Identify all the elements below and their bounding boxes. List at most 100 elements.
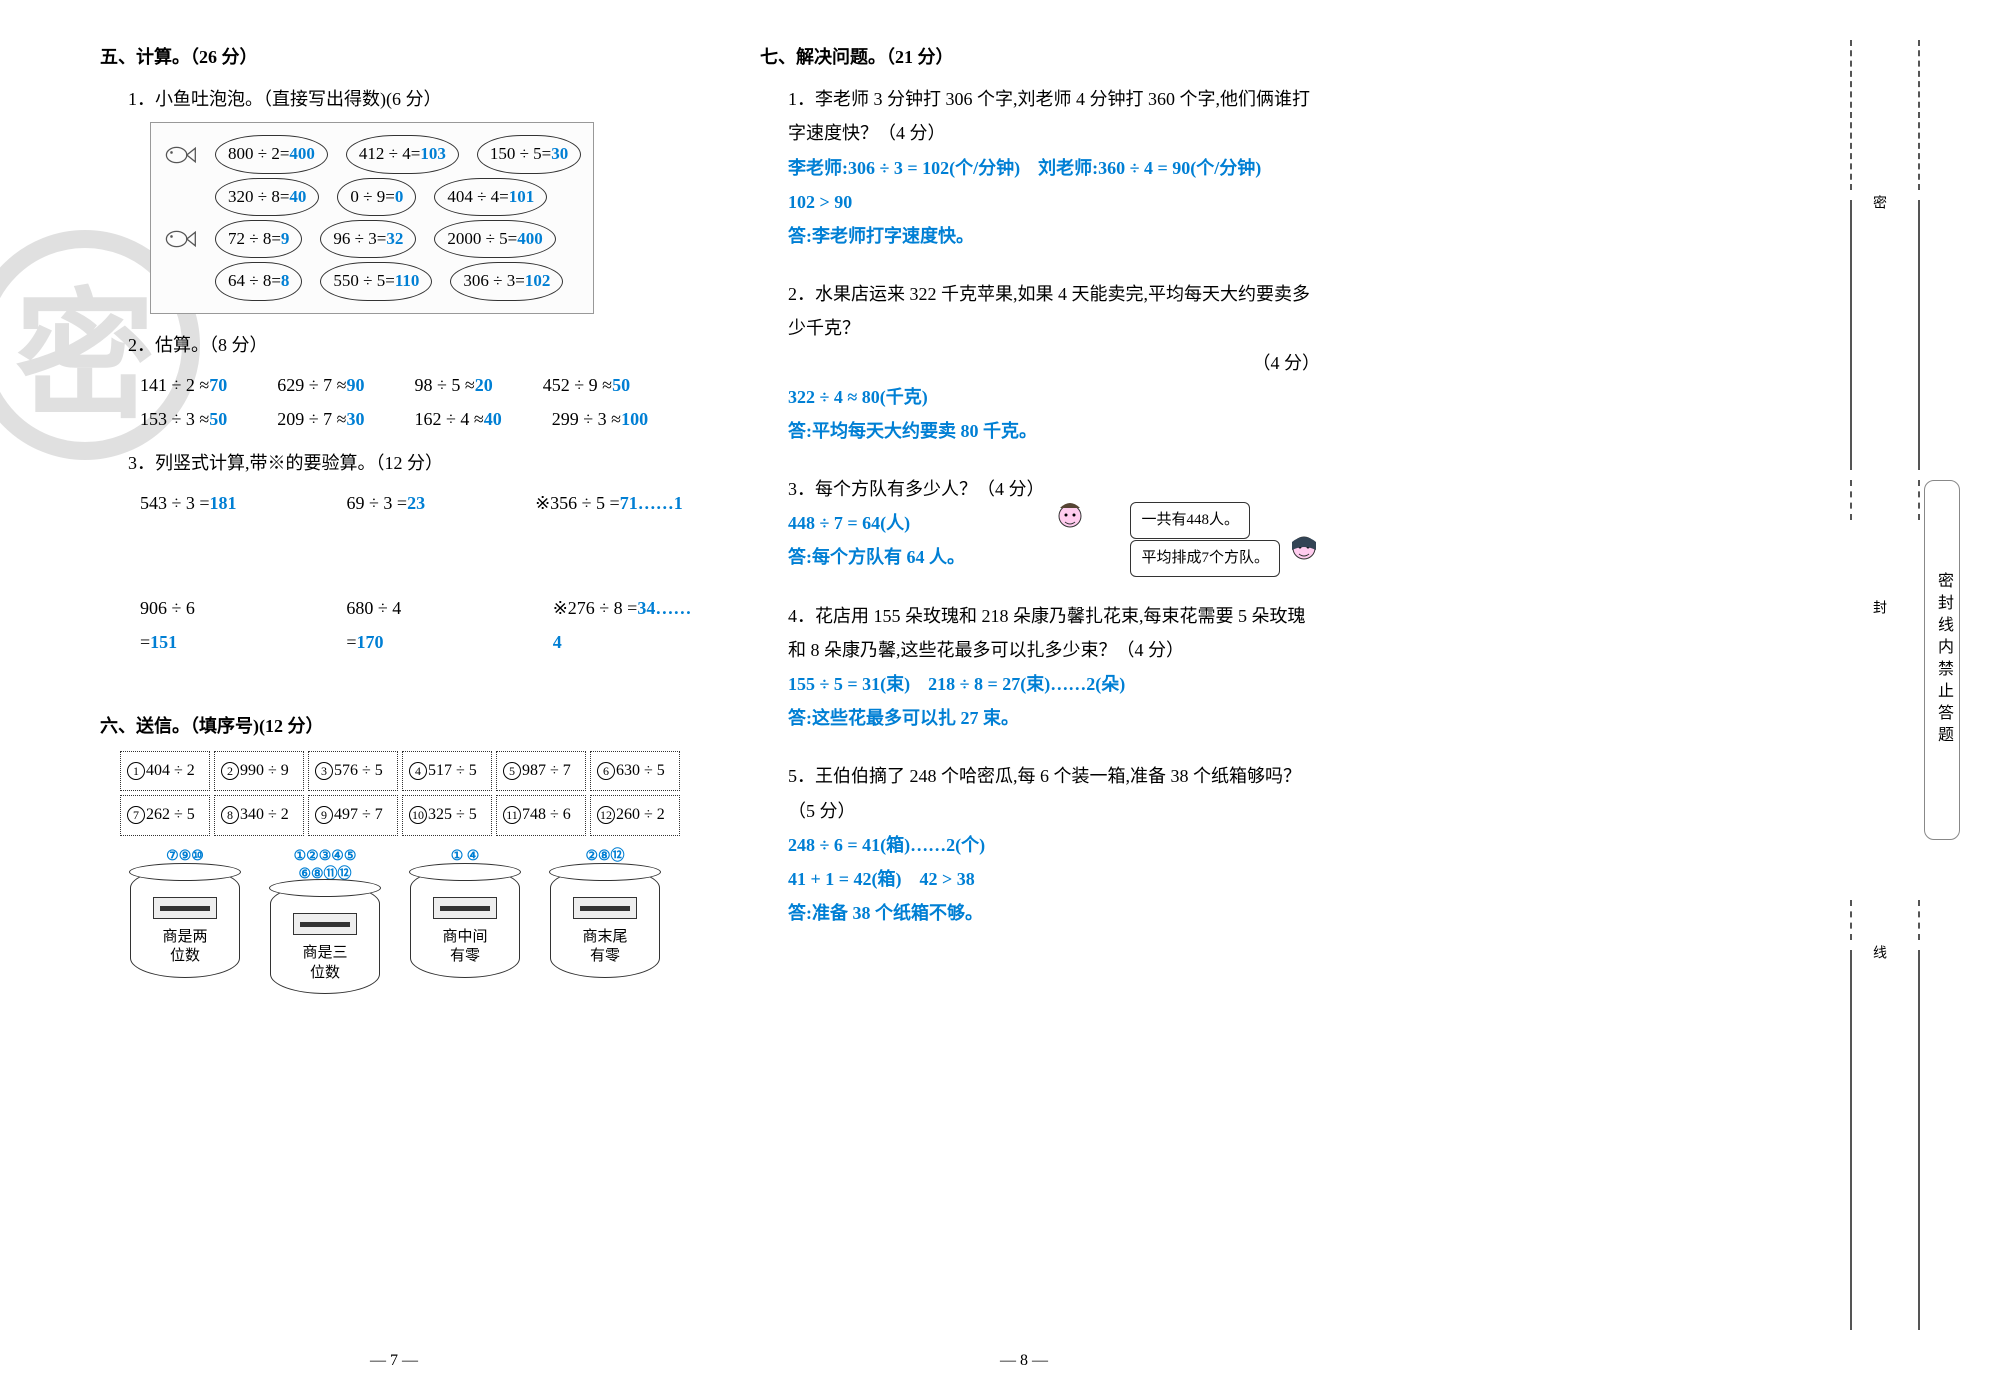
mailbox-lid (409, 863, 521, 881)
bubble-row: 64 ÷ 8=8 550 ÷ 5=110 306 ÷ 3=102 (163, 262, 581, 300)
ans: 9 (281, 229, 290, 248)
mailbox: ⑦⑨⑩商是两位数 (130, 848, 240, 994)
section-6-title: 六、送信。（填序号)(12 分） (100, 709, 700, 743)
letter-cell: 3576 ÷ 5 (308, 751, 398, 791)
q-text: 5．王伯伯摘了 248 个哈密瓜,每 6 个装一箱,准备 38 个纸箱够吗？（5… (788, 759, 1320, 827)
expr: 629 ÷ 7 ≈ (277, 375, 346, 395)
q5-2-title: 2．估算。（8 分） (128, 328, 700, 362)
mailbox: ②⑧⑫商末尾有零 (550, 848, 660, 994)
problem-4: 4．花店用 155 朵玫瑰和 218 朵康乃馨扎花束,每束花需要 5 朵玫瑰和 … (760, 599, 1320, 736)
bubble-cell: 0 ÷ 9=0 (337, 178, 416, 216)
spacer (163, 269, 197, 293)
answer-line: 322 ÷ 4 ≈ 80(千克) (788, 380, 1320, 414)
ans: 181 (210, 493, 237, 513)
mailbox: ① ④商中间有零 (410, 848, 520, 994)
answer-line: 41 + 1 = 42(箱) 42 > 38 (788, 862, 1320, 896)
expr: 0 ÷ 9= (350, 187, 394, 206)
expr: 72 ÷ 8= (228, 229, 281, 248)
expr: 299 ÷ 3 ≈ (552, 409, 621, 429)
mailbox-body: 商中间有零 (410, 868, 520, 978)
v-item: 906 ÷ 6 =151 (140, 591, 236, 659)
answer-line: 248 ÷ 6 = 41(箱)……2(个) (788, 828, 1320, 862)
fish-icon (163, 227, 197, 251)
vert-row-2: 906 ÷ 6 =151 680 ÷ 4 =170 ※276 ÷ 8 =34……… (140, 591, 700, 659)
ans: 71……1 (620, 493, 683, 513)
mailbox-slot (573, 897, 638, 919)
problem-2: 2．水果店运来 322 千克苹果,如果 4 天能卖完,平均每天大约要卖多少千克？… (760, 277, 1320, 448)
mailbox: ①②③④⑤⑥⑧⑪⑫商是三位数 (270, 848, 380, 994)
bubble-cell: 404 ÷ 4=101 (434, 178, 547, 216)
expr: 550 ÷ 5= (333, 271, 394, 290)
ans: 400 (517, 229, 543, 248)
answer-line: 李老师:306 ÷ 3 = 102(个/分钟) 刘老师:360 ÷ 4 = 90… (788, 151, 1320, 185)
q-text: 1．李老师 3 分钟打 306 个字,刘老师 4 分钟打 360 个字,他们俩谁… (788, 82, 1320, 150)
mailbox-label: 商中间有零 (411, 928, 519, 967)
ans: 23 (407, 493, 425, 513)
final-answer: 答:每个方队有 64 人。 (788, 547, 965, 567)
est-item: 141 ÷ 2 ≈70 (140, 368, 227, 402)
mailbox-lid (129, 863, 241, 881)
q5-1-title: 1．小鱼吐泡泡。（直接写出得数)(6 分） (128, 82, 700, 116)
est-item: 629 ÷ 7 ≈90 (277, 368, 364, 402)
seal-xian: 线 (1868, 945, 1888, 959)
ans: 70 (209, 375, 227, 395)
expr: 153 ÷ 3 ≈ (140, 409, 209, 429)
mailbox-body: 商末尾有零 (550, 868, 660, 978)
expr: 98 ÷ 5 ≈ (415, 375, 475, 395)
bubble-row: 72 ÷ 8=9 96 ÷ 3=32 2000 ÷ 5=400 (163, 220, 581, 258)
bubble-grid: 800 ÷ 2=400 412 ÷ 4=103 150 ÷ 5=30 320 ÷… (150, 122, 594, 313)
est-item: 452 ÷ 9 ≈50 (543, 368, 630, 402)
expr: 141 ÷ 2 ≈ (140, 375, 209, 395)
mailboxes: ⑦⑨⑩商是两位数 ①②③④⑤⑥⑧⑪⑫商是三位数 ① ④商中间有零 ②⑧⑫商末尾有零 (130, 848, 700, 994)
est-item: 153 ÷ 3 ≈50 (140, 402, 227, 436)
ans: 40 (484, 409, 502, 429)
ans: 151 (150, 632, 177, 652)
letter-grid: 1404 ÷ 22990 ÷ 93576 ÷ 54517 ÷ 55987 ÷ 7… (120, 751, 680, 836)
ans: 20 (475, 375, 493, 395)
bubble-cell: 96 ÷ 3=32 (320, 220, 416, 258)
expr: 69 ÷ 3 = (347, 493, 408, 513)
expr: 96 ÷ 3= (333, 229, 386, 248)
letter-cell: 11748 ÷ 6 (496, 795, 586, 835)
mailbox-lid (549, 863, 661, 881)
final-answer: 答:平均每天大约要卖 80 千克。 (788, 421, 1037, 441)
section-7-title: 七、解决问题。（21 分） (760, 40, 1320, 74)
final-answer: 答:准备 38 个纸箱不够。 (788, 903, 983, 923)
expr: 209 ÷ 7 ≈ (277, 409, 346, 429)
expr: 412 ÷ 4= (359, 144, 420, 163)
mailbox-slot (153, 897, 218, 919)
ans: 50 (209, 409, 227, 429)
letter-cell: 9497 ÷ 7 (308, 795, 398, 835)
ans: 0 (395, 187, 404, 206)
mailbox-lid (269, 879, 381, 897)
letter-cell: 10325 ÷ 5 (402, 795, 492, 835)
expr: 2000 ÷ 5= (447, 229, 517, 248)
expr: 150 ÷ 5= (490, 144, 551, 163)
speech-bubble-1: 一共有448人。 (1130, 502, 1250, 539)
bubble-cell: 64 ÷ 8=8 (215, 262, 302, 300)
mailbox-body: 商是两位数 (130, 868, 240, 978)
letter-cell: 4517 ÷ 5 (402, 751, 492, 791)
expr: 320 ÷ 8= (228, 187, 289, 206)
ans: 32 (386, 229, 403, 248)
section-5-title: 五、计算。（26 分） (100, 40, 700, 74)
ans: 110 (395, 271, 420, 290)
q5-3-title: 3．列竖式计算,带※的要验算。（12 分） (128, 446, 700, 480)
spacer (163, 185, 197, 209)
expr: 162 ÷ 4 ≈ (415, 409, 484, 429)
q-text: 4．花店用 155 朵玫瑰和 218 朵康乃馨扎花束,每束花需要 5 朵玫瑰和 … (788, 599, 1320, 667)
binding-tab: 密封线内禁止答题 (1924, 480, 1960, 840)
q-text: 2．水果店运来 322 千克苹果,如果 4 天能卖完,平均每天大约要卖多少千克？ (788, 277, 1320, 345)
mailbox-label: 商是三位数 (271, 944, 379, 983)
v-item: 680 ÷ 4 =170 (346, 591, 442, 659)
v-item: ※276 ÷ 8 =34……4 (553, 591, 700, 659)
ans: 90 (347, 375, 365, 395)
letter-cell: 8340 ÷ 2 (214, 795, 304, 835)
page-8: 七、解决问题。（21 分） 1．李老师 3 分钟打 306 个字,刘老师 4 分… (760, 40, 1320, 954)
mailbox-slot (433, 897, 498, 919)
answer-line: 155 ÷ 5 = 31(束) 218 ÷ 8 = 27(束)……2(朵) (788, 667, 1320, 701)
points-label: （4 分） (760, 346, 1320, 380)
seal-feng: 封 (1868, 600, 1888, 614)
mailbox-body: 商是三位数 (270, 884, 380, 994)
mailbox-label: 商是两位数 (131, 928, 239, 967)
